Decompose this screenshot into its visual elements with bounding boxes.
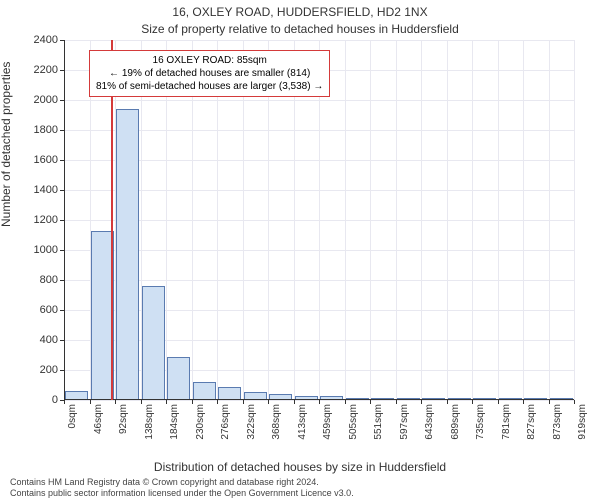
y-tick-label: 0 — [52, 394, 58, 406]
x-tick-label: 368sqm — [271, 404, 282, 440]
y-tick-label: 1000 — [34, 244, 58, 256]
x-tick-label: 597sqm — [399, 404, 410, 440]
x-tick-mark — [64, 400, 65, 404]
x-tick-mark — [141, 400, 142, 404]
x-tick-label: 551sqm — [373, 404, 384, 440]
x-tick-mark — [447, 400, 448, 404]
x-tick-label: 919sqm — [577, 404, 588, 440]
histogram-bar — [142, 286, 165, 400]
x-tick-mark — [574, 400, 575, 404]
x-tick-label: 459sqm — [322, 404, 333, 440]
x-tick-label: 643sqm — [424, 404, 435, 440]
x-tick-mark — [192, 400, 193, 404]
histogram-bar — [167, 357, 190, 401]
gridline-vertical — [574, 40, 575, 400]
x-tick-mark — [549, 400, 550, 404]
x-tick-label: 781sqm — [501, 404, 512, 440]
x-tick-mark — [217, 400, 218, 404]
x-tick-mark — [115, 400, 116, 404]
x-tick-mark — [421, 400, 422, 404]
y-tick-label: 1800 — [34, 124, 58, 136]
x-tick-mark — [319, 400, 320, 404]
x-tick-mark — [90, 400, 91, 404]
footer-line: Contains HM Land Registry data © Crown c… — [10, 477, 354, 488]
y-tick-label: 1200 — [34, 214, 58, 226]
x-tick-mark — [166, 400, 167, 404]
x-tick-label: 413sqm — [297, 404, 308, 440]
gridline-vertical — [345, 40, 346, 400]
x-tick-mark — [370, 400, 371, 404]
y-tick-label: 600 — [40, 304, 58, 316]
x-tick-label: 505sqm — [348, 404, 359, 440]
gridline-vertical — [472, 40, 473, 400]
annotation-text: 81% of semi-detached houses are larger (… — [96, 80, 323, 93]
histogram-bar — [218, 387, 241, 401]
histogram-bar — [116, 109, 139, 400]
histogram-bar — [193, 382, 216, 400]
x-tick-mark — [268, 400, 269, 404]
gridline-vertical — [396, 40, 397, 400]
x-tick-label: 0sqm — [67, 404, 78, 428]
y-tick-label: 1400 — [34, 184, 58, 196]
page-title: 16, OXLEY ROAD, HUDDERSFIELD, HD2 1NX — [0, 5, 600, 19]
chart-subtitle: Size of property relative to detached ho… — [0, 22, 600, 36]
x-tick-mark — [498, 400, 499, 404]
footer-line: Contains public sector information licen… — [10, 488, 354, 499]
x-tick-label: 276sqm — [220, 404, 231, 440]
x-tick-label: 138sqm — [144, 404, 155, 440]
x-tick-label: 827sqm — [526, 404, 537, 440]
y-axis-line — [64, 40, 65, 400]
x-tick-label: 184sqm — [169, 404, 180, 440]
y-tick-label: 800 — [40, 274, 58, 286]
x-axis-label: Distribution of detached houses by size … — [0, 460, 600, 474]
gridline-vertical — [447, 40, 448, 400]
x-tick-label: 873sqm — [552, 404, 563, 440]
x-tick-mark — [472, 400, 473, 404]
x-axis-line — [64, 399, 574, 400]
annotation-box: 16 OXLEY ROAD: 85sqm← 19% of detached ho… — [89, 50, 330, 97]
x-tick-label: 689sqm — [450, 404, 461, 440]
x-tick-mark — [396, 400, 397, 404]
gridline-vertical — [370, 40, 371, 400]
x-tick-label: 735sqm — [475, 404, 486, 440]
x-tick-mark — [523, 400, 524, 404]
annotation-text: ← 19% of detached houses are smaller (81… — [96, 67, 323, 80]
y-tick-label: 200 — [40, 364, 58, 376]
x-tick-label: 46sqm — [93, 404, 104, 434]
gridline-vertical — [421, 40, 422, 400]
plot-area: 0200400600800100012001400160018002000220… — [64, 40, 574, 400]
gridline-vertical — [498, 40, 499, 400]
chart-container: 16, OXLEY ROAD, HUDDERSFIELD, HD2 1NX Si… — [0, 0, 600, 500]
x-tick-label: 92sqm — [118, 404, 129, 434]
gridline-vertical — [549, 40, 550, 400]
annotation-text: 16 OXLEY ROAD: 85sqm — [96, 54, 323, 67]
x-tick-mark — [243, 400, 244, 404]
gridline-vertical — [523, 40, 524, 400]
y-tick-label: 400 — [40, 334, 58, 346]
footer-attribution: Contains HM Land Registry data © Crown c… — [10, 477, 354, 499]
y-tick-label: 2200 — [34, 64, 58, 76]
y-tick-label: 2400 — [34, 34, 58, 46]
y-axis-label: Number of detached properties — [0, 62, 13, 227]
y-tick-label: 1600 — [34, 154, 58, 166]
x-tick-label: 230sqm — [195, 404, 206, 440]
x-tick-mark — [345, 400, 346, 404]
x-tick-label: 322sqm — [246, 404, 257, 440]
y-tick-label: 2000 — [34, 94, 58, 106]
x-tick-mark — [294, 400, 295, 404]
